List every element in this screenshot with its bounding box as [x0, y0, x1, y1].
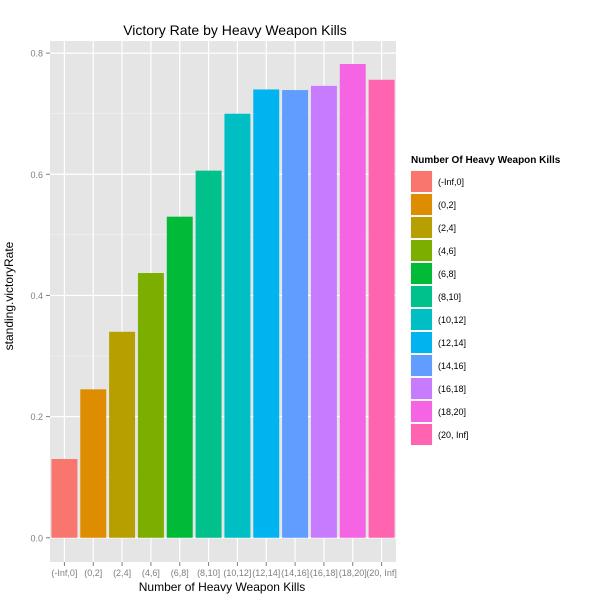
bar	[166, 216, 193, 538]
x-tick-label: (-Inf,0]	[51, 568, 77, 578]
y-axis: 0.0 0.2 0.4 0.6 0.8	[30, 49, 50, 543]
legend-label: (2,4]	[438, 223, 456, 233]
legend-label: (6,8]	[438, 269, 456, 279]
legend-label: (8,10]	[438, 292, 461, 302]
legend-swatch	[411, 240, 432, 261]
legend-swatch	[411, 194, 432, 215]
legend-label: (14,16]	[438, 361, 466, 371]
plot-panel	[50, 41, 396, 562]
x-tick-label: (12,14]	[252, 568, 280, 578]
legend-label: (18,20]	[438, 407, 466, 417]
y-tick-label: 0.4	[30, 291, 43, 301]
legend-swatch	[411, 401, 432, 422]
bar	[282, 90, 309, 538]
legend-swatch	[411, 171, 432, 192]
legend-swatch	[411, 424, 432, 445]
bar	[224, 113, 251, 538]
bar	[195, 170, 222, 538]
x-tick-label: (6,8]	[171, 568, 189, 578]
legend-label: (20, Inf]	[438, 430, 469, 440]
legend-swatch	[411, 217, 432, 238]
legend-label: (10,12]	[438, 315, 466, 325]
legend-swatch	[411, 378, 432, 399]
legend-items: (-Inf,0] (0,2] (2,4] (4,6] (6,8] (8,10] (10,12…	[409, 169, 469, 447]
x-tick-label: (10,12]	[223, 568, 251, 578]
legend-swatch	[411, 263, 432, 284]
legend-swatch	[411, 355, 432, 376]
y-axis-title: standing.victoryRate	[2, 241, 16, 350]
legend-title: Number Of Heavy Weapon Kills	[411, 155, 561, 166]
legend-swatch	[411, 309, 432, 330]
x-tick-label: (18,20]	[339, 568, 367, 578]
legend-label: (0,2]	[438, 200, 456, 210]
legend-label: (-Inf,0]	[438, 177, 464, 187]
x-tick-label: (4,6]	[142, 568, 160, 578]
x-axis-title: Number of Heavy Weapon Kills	[139, 580, 306, 594]
legend-label: (12,14]	[438, 338, 466, 348]
y-tick-label: 0.8	[30, 49, 43, 59]
legend-swatch	[411, 332, 432, 353]
bar	[339, 64, 366, 538]
bar	[253, 89, 280, 538]
legend-label: (4,6]	[438, 246, 456, 256]
chart-title: Victory Rate by Heavy Weapon Kills	[123, 22, 347, 38]
x-tick-label: (14,16]	[281, 568, 309, 578]
bar	[109, 331, 136, 538]
bar	[137, 273, 164, 538]
y-tick-label: 0.6	[30, 170, 43, 180]
x-tick-label: (8,10]	[197, 568, 220, 578]
bar	[368, 79, 395, 538]
bar	[80, 389, 107, 538]
x-tick-label: (20, Inf]	[366, 568, 397, 578]
legend-swatch	[411, 286, 432, 307]
x-tick-label: (0,2]	[84, 568, 102, 578]
x-tick-label: (16,18]	[310, 568, 338, 578]
legend: Number Of Heavy Weapon Kills (-Inf,0] (0,…	[409, 155, 561, 447]
y-tick-label: 0.0	[30, 533, 43, 543]
bars	[51, 64, 395, 538]
bar	[51, 459, 78, 538]
y-tick-label: 0.2	[30, 412, 43, 422]
x-axis: (-Inf,0] (0,2] (2,4] (4,6] (6,8] (8,10] (10,12…	[51, 562, 397, 578]
legend-label: (16,18]	[438, 384, 466, 394]
bar	[310, 85, 337, 538]
x-tick-label: (2,4]	[113, 568, 131, 578]
